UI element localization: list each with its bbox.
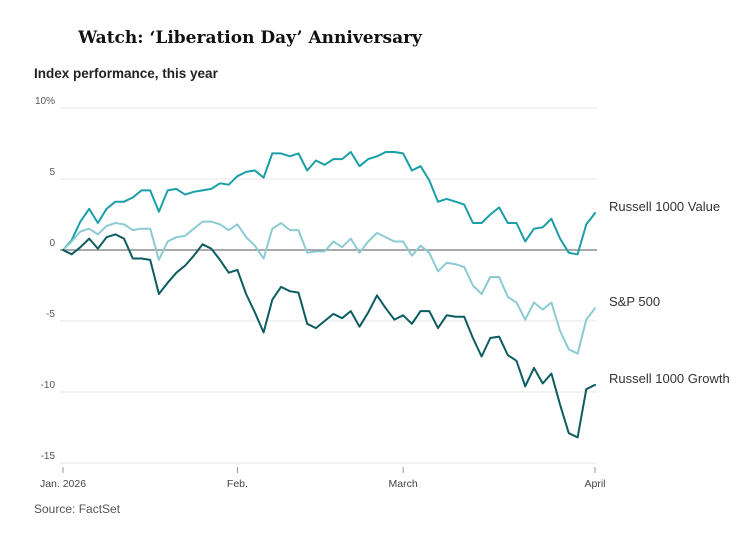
y-tick-label: -5: [46, 309, 55, 320]
series-label-russell-1000-value: Russell 1000 Value: [609, 199, 720, 214]
y-axis: 10% 5 0 -5 -10 -15: [35, 96, 55, 462]
y-tick-label: -10: [41, 380, 56, 391]
grid-layer: [60, 107, 597, 464]
x-tick-label: April: [584, 478, 605, 490]
source-note: Source: FactSet: [34, 502, 121, 516]
y-tick-label: 10%: [35, 96, 55, 107]
chart-subtitle: Index performance, this year: [34, 66, 218, 81]
series-line-russell-1000-growth: [62, 233, 596, 439]
series-line-russell-1000-value: [62, 151, 596, 256]
x-tick-label: Feb.: [227, 478, 248, 490]
y-tick-label: -15: [41, 451, 56, 462]
series-label-russell-1000-growth: Russell 1000 Growth: [609, 371, 730, 386]
series-line-s-p-500: [62, 220, 596, 355]
series-label-s-p-500: S&P 500: [609, 294, 660, 309]
y-tick-label: 5: [49, 167, 55, 178]
series-layer: [62, 151, 596, 439]
chart-title: Watch: ‘Liberation Day’ Anniversary: [78, 28, 422, 48]
series-labels: Russell 1000 Value S&P 500 Russell 1000 Gr…: [609, 199, 730, 386]
x-axis: Jan. 2026 Feb. March April: [40, 467, 606, 490]
x-tick-label: Jan. 2026: [40, 478, 86, 490]
y-tick-label: 0: [49, 238, 55, 249]
x-tick-label: March: [389, 478, 418, 490]
